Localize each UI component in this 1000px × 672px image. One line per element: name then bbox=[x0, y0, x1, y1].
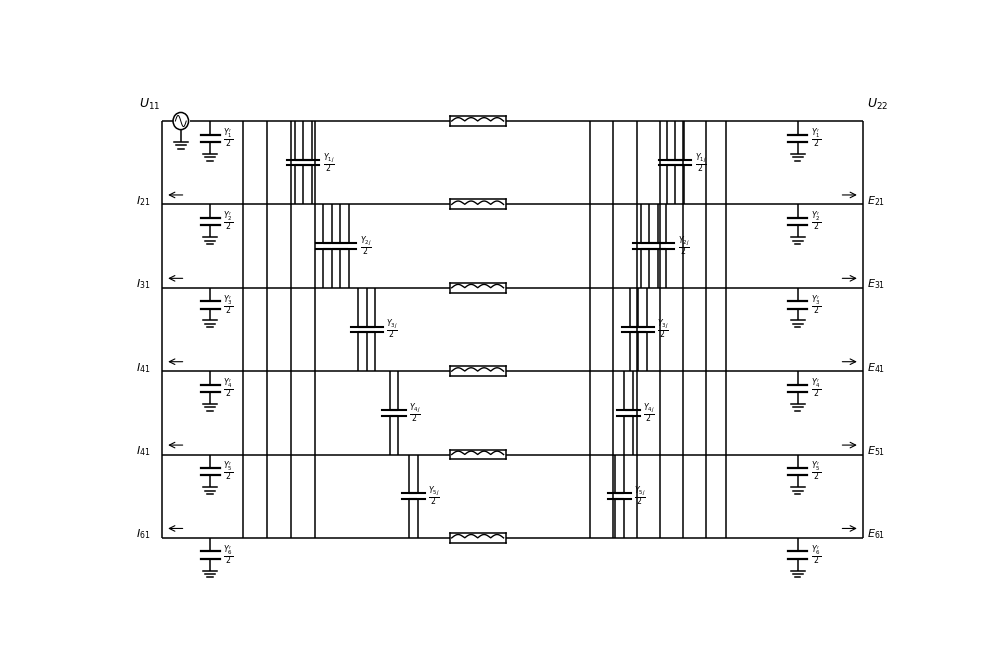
Text: $\frac{Y_3'}{2}$: $\frac{Y_3'}{2}$ bbox=[223, 294, 234, 317]
Text: $\frac{Y_{5j}}{2}$: $\frac{Y_{5j}}{2}$ bbox=[428, 485, 440, 508]
Text: $I_{31}$: $I_{31}$ bbox=[136, 278, 150, 291]
Text: $\frac{Y_2'}{2}$: $\frac{Y_2'}{2}$ bbox=[223, 210, 234, 233]
Text: $I_{61}$: $I_{61}$ bbox=[136, 528, 150, 542]
Text: $U_{11}$: $U_{11}$ bbox=[139, 97, 160, 112]
Text: $E_{51}$: $E_{51}$ bbox=[867, 444, 886, 458]
Text: $\frac{Y_{1j}}{2}$: $\frac{Y_{1j}}{2}$ bbox=[323, 151, 335, 175]
Text: $\frac{Y_{4j}}{2}$: $\frac{Y_{4j}}{2}$ bbox=[643, 401, 655, 425]
Text: $\frac{Y_6'}{2}$: $\frac{Y_6'}{2}$ bbox=[223, 544, 234, 566]
Text: $\frac{Y_{5j}}{2}$: $\frac{Y_{5j}}{2}$ bbox=[634, 485, 646, 508]
Text: $\frac{Y_{1j}}{2}$: $\frac{Y_{1j}}{2}$ bbox=[695, 151, 707, 175]
Text: $E_{41}$: $E_{41}$ bbox=[867, 361, 886, 374]
Text: $\frac{Y_2'}{2}$: $\frac{Y_2'}{2}$ bbox=[811, 210, 821, 233]
Text: $E_{21}$: $E_{21}$ bbox=[867, 194, 886, 208]
Text: $\frac{Y_{2j}}{2}$: $\frac{Y_{2j}}{2}$ bbox=[678, 235, 690, 258]
Text: $I_{41}$: $I_{41}$ bbox=[136, 361, 150, 374]
Text: $\frac{Y_{2j}}{2}$: $\frac{Y_{2j}}{2}$ bbox=[360, 235, 372, 258]
Text: $\frac{Y_{3j}}{2}$: $\frac{Y_{3j}}{2}$ bbox=[386, 318, 398, 341]
Text: $\frac{Y_6'}{2}$: $\frac{Y_6'}{2}$ bbox=[811, 544, 821, 566]
Text: $\frac{Y_5'}{2}$: $\frac{Y_5'}{2}$ bbox=[811, 460, 821, 483]
Text: $\frac{Y_{3j}}{2}$: $\frac{Y_{3j}}{2}$ bbox=[657, 318, 669, 341]
Text: $\frac{Y_5'}{2}$: $\frac{Y_5'}{2}$ bbox=[223, 460, 234, 483]
Text: $U_{22}$: $U_{22}$ bbox=[867, 97, 889, 112]
Text: $\frac{Y_3'}{2}$: $\frac{Y_3'}{2}$ bbox=[811, 294, 821, 317]
Text: $\frac{Y_4'}{2}$: $\frac{Y_4'}{2}$ bbox=[811, 377, 821, 400]
Text: $I_{41}$: $I_{41}$ bbox=[136, 444, 150, 458]
Text: $\frac{Y_4'}{2}$: $\frac{Y_4'}{2}$ bbox=[223, 377, 234, 400]
Text: $\frac{Y_{4j}}{2}$: $\frac{Y_{4j}}{2}$ bbox=[409, 401, 421, 425]
Text: $E_{61}$: $E_{61}$ bbox=[867, 528, 886, 542]
Text: $\frac{Y_1'}{2}$: $\frac{Y_1'}{2}$ bbox=[223, 126, 234, 150]
Text: $\frac{Y_1'}{2}$: $\frac{Y_1'}{2}$ bbox=[811, 126, 821, 150]
Text: $E_{31}$: $E_{31}$ bbox=[867, 278, 886, 291]
Text: $I_{21}$: $I_{21}$ bbox=[136, 194, 150, 208]
